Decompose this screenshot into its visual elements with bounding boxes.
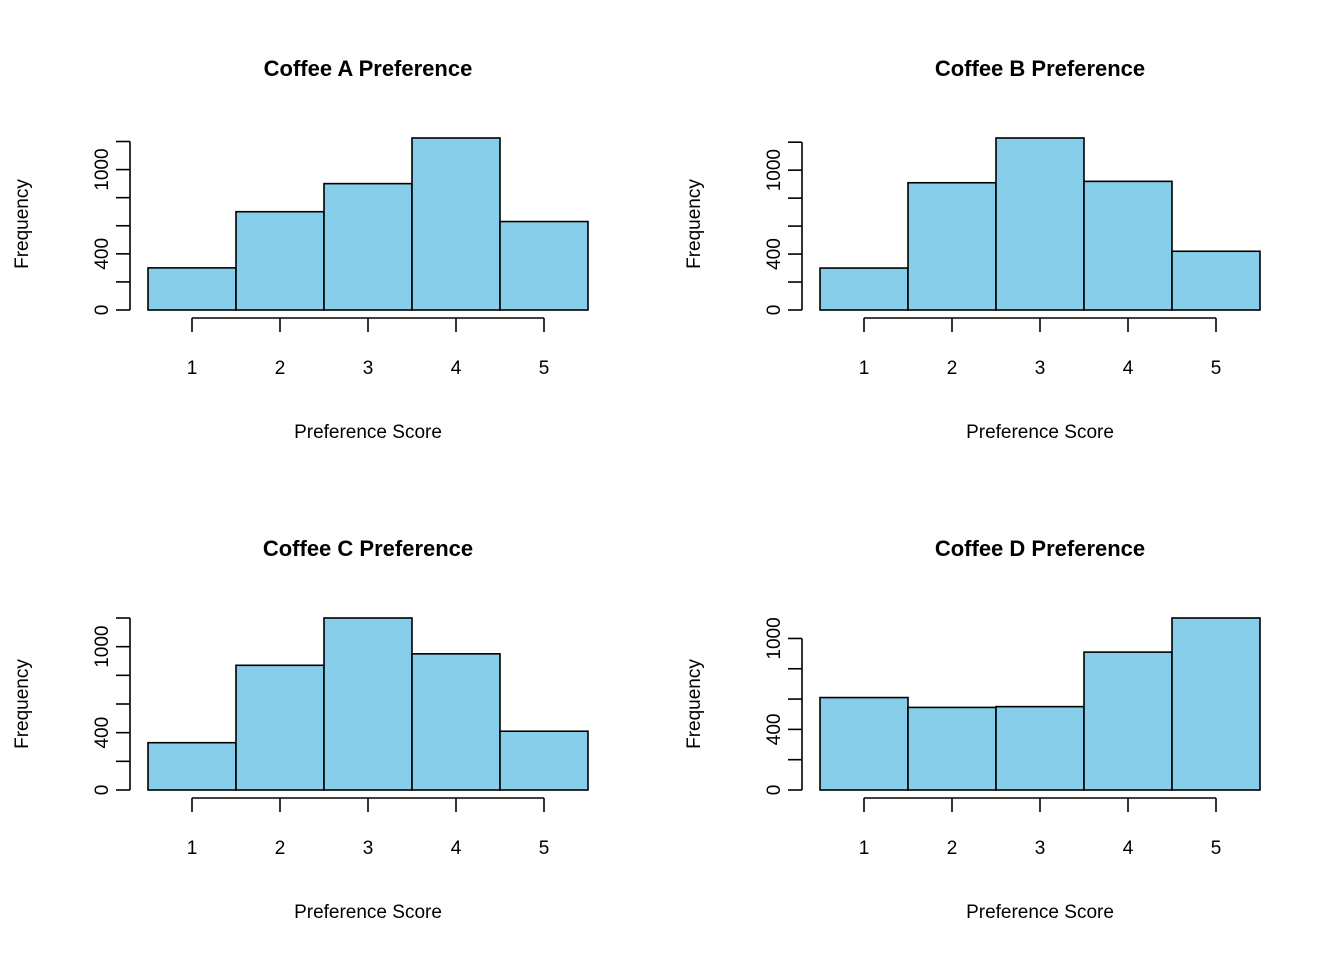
y-tick-label: 400 [92, 238, 113, 270]
chart-title: Coffee A Preference [264, 56, 473, 81]
histogram-bar [147, 741, 237, 791]
histogram-bar [907, 706, 997, 791]
x-axis-label: Preference Score [966, 902, 1114, 923]
x-tick-label: 1 [187, 358, 198, 379]
x-tick-label: 5 [539, 358, 550, 379]
x-tick-label: 4 [451, 838, 462, 859]
x-tick-label: 2 [947, 358, 958, 379]
chart-title: Coffee C Preference [263, 536, 473, 561]
x-tick-label: 5 [1211, 358, 1222, 379]
histogram-bar [1083, 651, 1173, 791]
x-tick-label: 1 [187, 838, 198, 859]
x-tick-label: 3 [1035, 838, 1046, 859]
histogram-bar [499, 730, 589, 791]
y-tick-label: 1000 [764, 149, 785, 191]
histogram-bar [907, 181, 997, 311]
x-tick-label: 2 [275, 358, 286, 379]
histogram-bar [323, 617, 413, 791]
histogram-bar [147, 267, 237, 311]
y-tick-label: 1000 [92, 626, 113, 668]
histogram-bar [235, 664, 325, 791]
x-tick-label: 4 [1123, 838, 1134, 859]
x-tick-label: 3 [363, 358, 374, 379]
histogram-bar [1171, 250, 1261, 311]
y-tick-label: 0 [764, 305, 785, 316]
chart-panel-4: Coffee D Preference 0 400 1000 1 2 3 4 5 Preferen… [684, 536, 1261, 923]
histogram-bar [819, 267, 909, 311]
y-tick-label: 1000 [92, 148, 113, 190]
y-axis-label: Frequency [12, 659, 33, 749]
x-tick-label: 3 [1035, 358, 1046, 379]
histogram-bar [323, 182, 413, 311]
x-tick-label: 5 [1211, 838, 1222, 859]
y-tick-label: 0 [764, 785, 785, 796]
y-tick-label: 1000 [764, 617, 785, 659]
x-tick-label: 2 [947, 838, 958, 859]
x-tick-label: 5 [539, 838, 550, 859]
chart-title: Coffee B Preference [935, 56, 1145, 81]
x-axis-label: Preference Score [294, 422, 442, 443]
y-tick-label: 0 [92, 305, 113, 316]
x-tick-label: 2 [275, 838, 286, 859]
histogram-bar [411, 137, 501, 311]
histogram-bar [235, 210, 325, 311]
chart-panel-3: Coffee C Preference 0 400 1000 1 2 3 4 5 Preferen… [12, 536, 589, 923]
y-axis-label: Frequency [12, 179, 33, 269]
x-tick-label: 4 [1123, 358, 1134, 379]
histogram-bar [411, 653, 501, 791]
x-tick-label: 1 [859, 358, 870, 379]
x-tick-label: 1 [859, 838, 870, 859]
y-tick-label: 400 [92, 717, 113, 749]
x-axis-label: Preference Score [966, 422, 1114, 443]
y-tick-label: 400 [764, 714, 785, 746]
chart-panel-1: Coffee A Preference 0 400 1000 1 2 3 4 5 Preferen… [12, 56, 589, 443]
histogram-bar [499, 220, 589, 311]
histogram-bar [995, 137, 1085, 311]
histogram-bar [1171, 617, 1261, 791]
chart-title: Coffee D Preference [935, 536, 1145, 561]
histogram-bar [995, 705, 1085, 791]
chart-panel-2: Coffee B Preference 0 400 1000 1 2 3 4 5 Preferen… [684, 56, 1261, 443]
histogram-bar [1083, 180, 1173, 311]
x-axis-label: Preference Score [294, 902, 442, 923]
y-axis-label: Frequency [684, 179, 705, 269]
x-tick-label: 3 [363, 838, 374, 859]
histogram-bar [819, 696, 909, 791]
y-axis-label: Frequency [684, 659, 705, 749]
y-tick-label: 0 [92, 785, 113, 796]
y-tick-label: 400 [764, 238, 785, 270]
x-tick-label: 4 [451, 358, 462, 379]
